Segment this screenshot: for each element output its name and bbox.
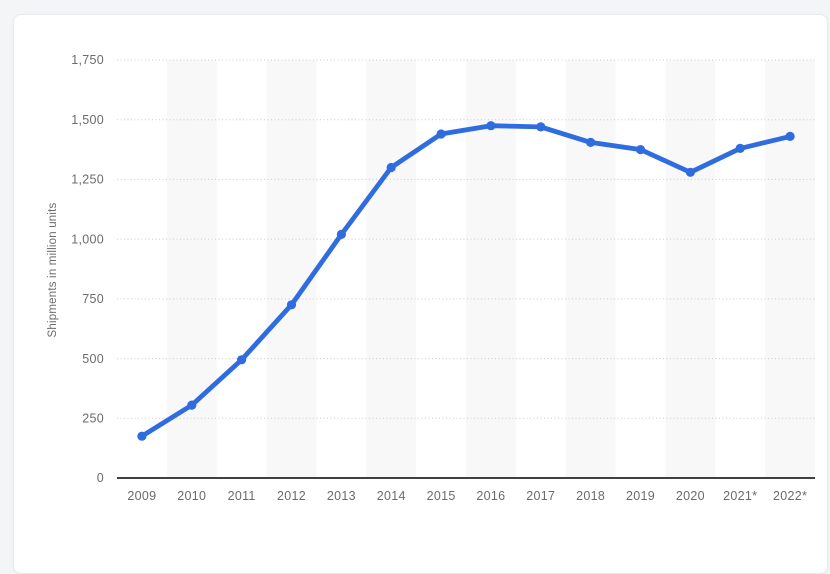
plot-band (765, 60, 815, 478)
x-tick-label: 2020 (676, 489, 705, 503)
data-point-2021[interactable] (735, 143, 745, 153)
x-tick-label: 2022* (773, 489, 807, 503)
y-tick-label: 1,000 (71, 232, 104, 246)
y-tick-label: 750 (82, 292, 104, 306)
page: { "chart_data": { "type": "line", "title… (13, 14, 828, 574)
x-tick-label: 2014 (377, 489, 406, 503)
y-tick-label: 1,750 (71, 53, 104, 67)
data-point-2010[interactable] (187, 400, 197, 410)
x-tick-label: 2019 (626, 489, 655, 503)
gridlines (117, 59, 815, 419)
data-series (137, 121, 795, 441)
data-point-2016[interactable] (486, 121, 496, 131)
plot-band (665, 60, 716, 478)
plot-band (366, 60, 417, 478)
x-tick-label: 2012 (277, 489, 306, 503)
y-tick-label: 0 (97, 471, 104, 485)
x-tick-label: 2015 (427, 489, 456, 503)
data-point-2017[interactable] (536, 122, 546, 132)
y-tick-label: 250 (82, 411, 104, 425)
data-point-2015[interactable] (436, 129, 446, 139)
x-tick-label: 2018 (576, 489, 605, 503)
y-tick-label: 1,500 (71, 113, 104, 127)
data-point-2011[interactable] (237, 355, 247, 365)
data-point-2012[interactable] (286, 300, 297, 310)
y-tick-label: 1,250 (71, 173, 104, 187)
data-point-2013[interactable] (336, 229, 346, 239)
series-line (139, 123, 793, 439)
line-chart: 2009 2010 2011 2012 2013 2014 2015 2016 2017 2018… (47, 53, 815, 503)
plot-band (565, 60, 616, 478)
x-axis-labels: 2009 2010 2011 2012 2013 2014 2015 2016 2017 2018… (127, 489, 807, 503)
data-point-2020[interactable] (685, 167, 696, 177)
x-tick-label: 2016 (476, 489, 505, 503)
x-tick-label: 2009 (127, 489, 156, 503)
y-axis-labels: 0 250 500 750 1,000 1,250 1,500 1,750 (71, 53, 104, 485)
data-point-2022[interactable] (785, 131, 795, 141)
x-tick-label: 2013 (327, 489, 356, 503)
data-point-2018[interactable] (586, 137, 596, 147)
x-tick-label: 2010 (177, 489, 206, 503)
y-axis-title: Shipments in million units (47, 202, 59, 337)
x-tick-label: 2021* (723, 489, 757, 503)
plot-band (266, 60, 317, 478)
data-point-2009[interactable] (137, 431, 147, 441)
x-tick-label: 2011 (228, 489, 256, 503)
data-point-2019[interactable] (635, 145, 646, 155)
y-tick-label: 500 (82, 352, 104, 366)
data-point-2014[interactable] (386, 162, 396, 173)
x-tick-label: 2017 (526, 489, 555, 503)
